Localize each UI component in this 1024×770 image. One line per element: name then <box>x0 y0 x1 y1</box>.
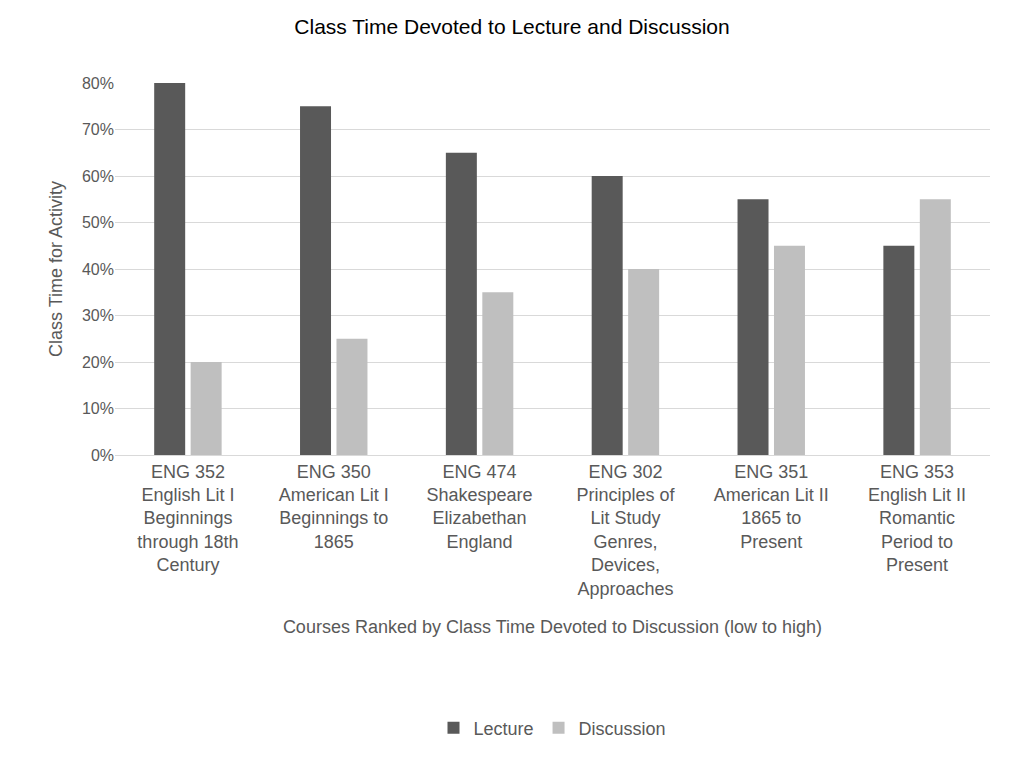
svg-text:10%: 10% <box>82 400 114 417</box>
svg-text:70%: 70% <box>82 121 114 138</box>
svg-text:Lecture: Lecture <box>474 719 534 739</box>
svg-text:Courses Ranked by Class Time D: Courses Ranked by Class Time Devoted to … <box>283 617 822 637</box>
svg-text:ENG 350American Lit IBeginning: ENG 350American Lit IBeginnings to1865 <box>279 462 389 552</box>
svg-text:80%: 80% <box>82 75 114 92</box>
svg-text:Discussion: Discussion <box>579 719 666 739</box>
svg-text:30%: 30% <box>82 307 114 324</box>
svg-text:60%: 60% <box>82 168 114 185</box>
svg-text:20%: 20% <box>82 354 114 371</box>
svg-text:Class Time for Activity: Class Time for Activity <box>46 181 66 357</box>
svg-text:ENG 352English Lit IBeginnings: ENG 352English Lit IBeginningsthrough 18… <box>137 462 238 576</box>
svg-text:ENG 302Principles ofLit StudyG: ENG 302Principles ofLit StudyGenres,Devi… <box>576 462 675 599</box>
svg-text:Class Time Devoted to Lecture: Class Time Devoted to Lecture and Discus… <box>294 15 729 38</box>
svg-text:50%: 50% <box>82 214 114 231</box>
svg-text:ENG 351American Lit II1865 toP: ENG 351American Lit II1865 toPresent <box>714 462 829 552</box>
svg-text:ENG 474ShakespeareElizabethanE: ENG 474ShakespeareElizabethanEngland <box>427 462 533 552</box>
svg-text:0%: 0% <box>91 447 114 464</box>
svg-text:40%: 40% <box>82 261 114 278</box>
svg-text:ENG 353English Lit IIRomanticP: ENG 353English Lit IIRomanticPeriod toPr… <box>868 462 966 576</box>
